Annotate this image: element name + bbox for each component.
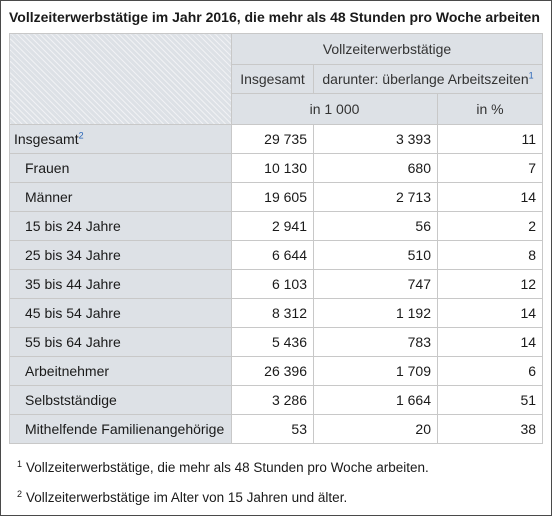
- header-col-total: Insgesamt: [231, 64, 314, 94]
- cell-long-hours: 2 713: [313, 182, 438, 212]
- row-label: Selbstständige: [9, 385, 232, 415]
- cell-total: 19 605: [231, 182, 314, 212]
- cell-total: 6 644: [231, 240, 314, 270]
- row-label: 25 bis 34 Jahre: [9, 240, 232, 270]
- cell-total: 5 436: [231, 327, 314, 357]
- cell-total: 6 103: [231, 269, 314, 299]
- row-label: Männer: [9, 182, 232, 212]
- cell-percent: 7: [436, 153, 544, 183]
- footnote-1-text: Vollzeiterwerbstätige, die mehr als 48 S…: [26, 460, 429, 475]
- row-label: 35 bis 44 Jahre: [9, 269, 232, 299]
- table-row: Mithelfende Familienangehörige 53 20 38: [9, 414, 544, 444]
- footnote-2-mark: 2: [17, 488, 23, 499]
- cell-long-hours: 747: [313, 269, 438, 299]
- cell-percent: 2: [436, 211, 544, 241]
- row-label: Frauen: [9, 153, 232, 183]
- cell-long-hours: 56: [313, 211, 438, 241]
- header-col-long: darunter: überlange Arbeitszeiten1: [312, 64, 544, 94]
- row-label-text: Arbeitnehmer: [25, 363, 110, 379]
- header-unit-thousands: in 1 000: [231, 93, 438, 125]
- row-label-text: 35 bis 44 Jahre: [25, 276, 121, 292]
- cell-percent: 51: [436, 385, 544, 415]
- cell-total: 2 941: [231, 211, 314, 241]
- row-label-text: Insgesamt: [14, 131, 79, 147]
- cell-total: 10 130: [231, 153, 314, 183]
- cell-total: 29 735: [231, 124, 314, 154]
- table-row: 15 bis 24 Jahre 2 941 56 2: [9, 211, 544, 241]
- footnote-ref-2[interactable]: 2: [78, 130, 84, 141]
- row-label: Arbeitnehmer: [9, 356, 232, 386]
- footnote-2-text: Vollzeiterwerbstätige im Alter von 15 Ja…: [26, 490, 348, 505]
- cell-long-hours: 783: [313, 327, 438, 357]
- table-row: 25 bis 34 Jahre 6 644 510 8: [9, 240, 544, 270]
- row-label-text: Männer: [25, 189, 73, 205]
- table-row: Selbstständige 3 286 1 664 51: [9, 385, 544, 415]
- table-title: Vollzeiterwerbstätige im Jahr 2016, die …: [9, 9, 540, 25]
- row-label-text: 45 bis 54 Jahre: [25, 305, 121, 321]
- cell-percent: 38: [436, 414, 544, 444]
- row-label: Mithelfende Familienangehörige: [9, 414, 232, 444]
- table-row: 45 bis 54 Jahre 8 312 1 192 14: [9, 298, 544, 328]
- cell-long-hours: 680: [313, 153, 438, 183]
- table-row: 35 bis 44 Jahre 6 103 747 12: [9, 269, 544, 299]
- table-row: Frauen 10 130 680 7: [9, 153, 544, 183]
- table-row: Arbeitnehmer 26 396 1 709 6: [9, 356, 544, 386]
- cell-percent: 14: [436, 298, 544, 328]
- cell-percent: 14: [436, 327, 544, 357]
- cell-total: 53: [231, 414, 314, 444]
- corner-cell: [9, 33, 232, 125]
- footnote-1-mark: 1: [17, 458, 23, 469]
- cell-percent: 14: [436, 182, 544, 212]
- footnote-2: 2 Vollzeiterwerbstätige im Alter von 15 J…: [17, 488, 348, 505]
- cell-percent: 11: [436, 124, 544, 154]
- row-label: 15 bis 24 Jahre: [9, 211, 232, 241]
- row-label-text: 55 bis 64 Jahre: [25, 334, 121, 350]
- header-col-long-label: darunter: überlange Arbeitszeiten: [322, 71, 529, 87]
- cell-long-hours: 1 709: [313, 356, 438, 386]
- row-label-text: 15 bis 24 Jahre: [25, 218, 121, 234]
- row-label-text: Selbstständige: [25, 392, 117, 408]
- footnote-ref-1[interactable]: 1: [528, 70, 534, 81]
- footnote-1: 1 Vollzeiterwerbstätige, die mehr als 48 …: [17, 458, 429, 475]
- row-label: 45 bis 54 Jahre: [9, 298, 232, 328]
- row-label-text: Mithelfende Familienangehörige: [25, 421, 225, 437]
- cell-total: 8 312: [231, 298, 314, 328]
- cell-long-hours: 3 393: [313, 124, 438, 154]
- cell-total: 26 396: [231, 356, 314, 386]
- cell-long-hours: 20: [313, 414, 438, 444]
- header-unit-percent: in %: [436, 93, 544, 125]
- table-row: Insgesamt2 29 735 3 393 11: [9, 124, 544, 154]
- cell-percent: 8: [436, 240, 544, 270]
- header-group: Vollzeiterwerbstätige: [230, 33, 544, 65]
- table-row: Männer 19 605 2 713 14: [9, 182, 544, 212]
- cell-long-hours: 1 664: [313, 385, 438, 415]
- table-row: 55 bis 64 Jahre 5 436 783 14: [9, 327, 544, 357]
- cell-percent: 6: [436, 356, 544, 386]
- row-label-text: 25 bis 34 Jahre: [25, 247, 121, 263]
- row-label-text: Frauen: [25, 160, 70, 176]
- data-table: Vollzeiterwerbstätige Insgesamt darunter…: [9, 33, 544, 444]
- row-label: 55 bis 64 Jahre: [9, 327, 232, 357]
- cell-total: 3 286: [231, 385, 314, 415]
- cell-long-hours: 1 192: [313, 298, 438, 328]
- cell-percent: 12: [436, 269, 544, 299]
- row-label: Insgesamt2: [9, 124, 232, 154]
- cell-long-hours: 510: [313, 240, 438, 270]
